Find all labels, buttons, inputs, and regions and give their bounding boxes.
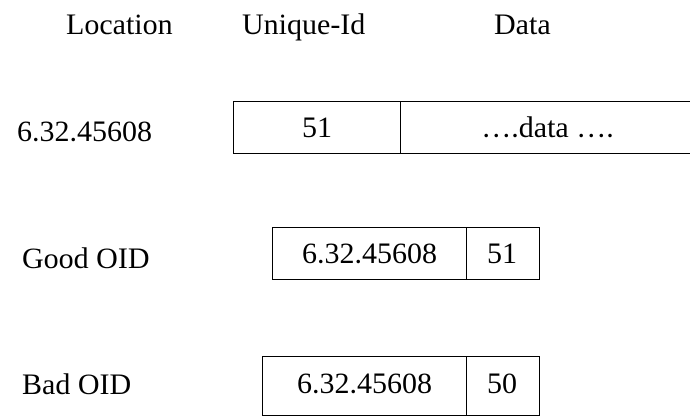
bad-oid-divider — [466, 357, 467, 415]
record-unique-id: 51 — [302, 110, 332, 144]
bad-oid-location: 6.32.45608 — [297, 367, 432, 400]
header-data: Data — [494, 8, 551, 41]
good-oid-label: Good OID — [22, 242, 150, 275]
record-box: 51 ….data …. — [233, 101, 690, 154]
record-location: 6.32.45608 — [17, 115, 152, 148]
good-oid-unique-id: 51 — [487, 236, 517, 270]
good-oid-divider — [466, 228, 467, 279]
record-data: ….data …. — [481, 110, 614, 144]
record-divider — [400, 102, 401, 153]
good-oid-box: 6.32.45608 51 — [272, 227, 540, 280]
header-location: Location — [66, 8, 173, 41]
header-unique-id: Unique-Id — [242, 8, 366, 41]
bad-oid-unique-id: 50 — [487, 367, 517, 400]
bad-oid-label: Bad OID — [22, 368, 132, 401]
bad-oid-box: 6.32.45608 50 — [262, 356, 540, 416]
good-oid-location: 6.32.45608 — [302, 236, 437, 270]
